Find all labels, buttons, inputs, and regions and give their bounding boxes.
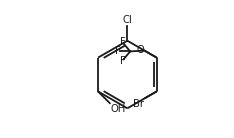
Text: Br: Br <box>133 99 144 109</box>
Text: OH: OH <box>111 104 126 114</box>
Text: F: F <box>120 56 125 66</box>
Text: Cl: Cl <box>122 15 132 25</box>
Text: F: F <box>115 46 121 56</box>
Text: O: O <box>136 45 144 55</box>
Text: F: F <box>120 37 125 47</box>
